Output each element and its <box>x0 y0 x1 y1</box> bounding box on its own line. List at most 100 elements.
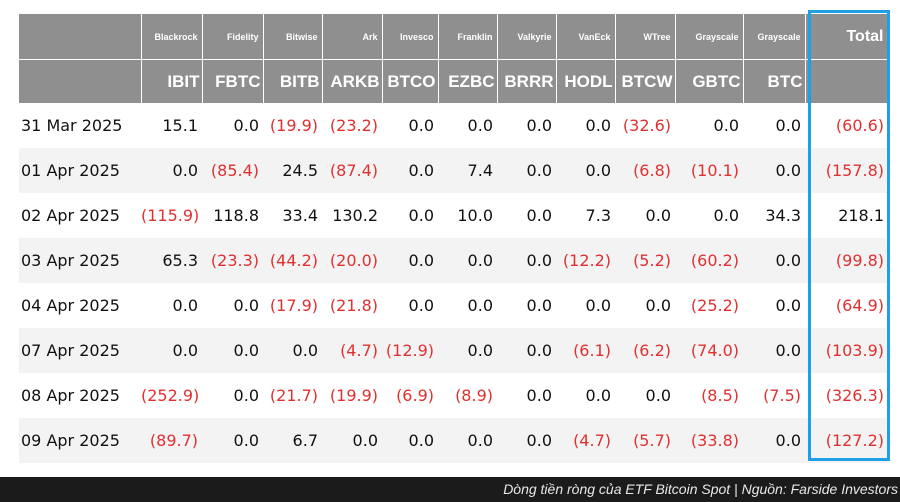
flow-cell: 0.0 <box>382 418 438 463</box>
row-date: 03 Apr 2025 <box>19 238 141 283</box>
ticker-header: IBIT <box>141 59 203 103</box>
flow-cell: 6.7 <box>263 418 322 463</box>
flow-cell: 15.1 <box>141 103 202 148</box>
ticker-header: EZBC <box>438 59 498 103</box>
flow-cell: (4.7) <box>556 418 615 463</box>
issuer-header: Valkyrie <box>497 14 557 60</box>
ticker-header: GBTC <box>675 59 744 103</box>
table-row: 02 Apr 2025 (115.9) 118.8 33.4 130.2 0.0… <box>19 193 888 238</box>
flow-cell: 0.0 <box>382 148 438 193</box>
table-row: 08 Apr 2025 (252.9) 0.0 (21.7) (19.9) (6… <box>19 373 888 418</box>
flow-cell: (32.6) <box>615 103 675 148</box>
table-row: 31 Mar 2025 15.1 0.0 (19.9) (23.2) 0.0 0… <box>19 103 888 148</box>
etf-flow-table-container: Blackrock Fidelity Bitwise Ark Invesco F… <box>19 14 889 463</box>
table-body: 31 Mar 2025 15.1 0.0 (19.9) (23.2) 0.0 0… <box>19 103 888 463</box>
flow-cell: 0.0 <box>382 103 438 148</box>
flow-cell: 0.0 <box>497 373 556 418</box>
row-date: 09 Apr 2025 <box>19 418 141 463</box>
flow-cell: (33.8) <box>675 418 743 463</box>
flow-cell: 24.5 <box>263 148 322 193</box>
flow-cell: (6.2) <box>615 328 675 373</box>
flow-cell: 0.0 <box>743 418 805 463</box>
row-date: 08 Apr 2025 <box>19 373 141 418</box>
ticker-header: BTC <box>743 59 806 103</box>
flow-cell: (8.9) <box>438 373 497 418</box>
total-cell: (103.9) <box>805 328 888 373</box>
flow-cell: (12.2) <box>556 238 615 283</box>
issuer-header: Bitwise <box>263 14 323 60</box>
flow-cell: 0.0 <box>675 193 743 238</box>
flow-cell: 0.0 <box>202 283 263 328</box>
total-cell: (60.6) <box>805 103 888 148</box>
flow-cell: 0.0 <box>743 148 805 193</box>
total-cell: 218.1 <box>805 193 888 238</box>
issuer-header: Fidelity <box>202 14 264 60</box>
flow-cell: (89.7) <box>141 418 202 463</box>
flow-cell: 0.0 <box>438 418 497 463</box>
flow-cell: 0.0 <box>382 283 438 328</box>
flow-cell: 130.2 <box>322 193 382 238</box>
flow-cell: (44.2) <box>263 238 322 283</box>
table-row: 04 Apr 2025 0.0 0.0 (17.9) (21.8) 0.0 0.… <box>19 283 888 328</box>
table-row: 03 Apr 2025 65.3 (23.3) (44.2) (20.0) 0.… <box>19 238 888 283</box>
flow-cell: 0.0 <box>202 373 263 418</box>
flow-cell: (4.7) <box>322 328 382 373</box>
flow-cell: 0.0 <box>263 328 322 373</box>
flow-cell: 7.3 <box>556 193 615 238</box>
issuer-header: Blackrock <box>141 14 203 60</box>
total-cell: (99.8) <box>805 238 888 283</box>
flow-cell: (8.5) <box>675 373 743 418</box>
flow-cell: 0.0 <box>615 283 675 328</box>
etf-flow-table: Blackrock Fidelity Bitwise Ark Invesco F… <box>19 14 889 463</box>
flow-cell: 0.0 <box>141 283 202 328</box>
issuer-header: Ark <box>322 14 383 60</box>
header-blank-cell <box>19 59 142 103</box>
flow-cell: 0.0 <box>438 238 497 283</box>
flow-cell: (23.2) <box>322 103 382 148</box>
ticker-header-blank <box>805 59 889 103</box>
flow-cell: (5.7) <box>615 418 675 463</box>
row-date: 01 Apr 2025 <box>19 148 141 193</box>
flow-cell: (17.9) <box>263 283 322 328</box>
row-date: 04 Apr 2025 <box>19 283 141 328</box>
issuer-header: Grayscale <box>675 14 744 60</box>
flow-cell: 118.8 <box>202 193 263 238</box>
ticker-header: BTCO <box>382 59 439 103</box>
flow-cell: (19.9) <box>263 103 322 148</box>
issuer-header: Grayscale <box>743 14 806 60</box>
flow-cell: (252.9) <box>141 373 202 418</box>
flow-cell: 65.3 <box>141 238 202 283</box>
flow-cell: 0.0 <box>556 283 615 328</box>
flow-cell: 0.0 <box>382 238 438 283</box>
flow-cell: (74.0) <box>675 328 743 373</box>
source-caption: Dòng tiền ròng của ETF Bitcoin Spot | Ng… <box>0 477 900 502</box>
ticker-header: BITB <box>263 59 323 103</box>
issuer-header: Franklin <box>438 14 498 60</box>
flow-cell: 0.0 <box>497 103 556 148</box>
ticker-header: HODL <box>556 59 616 103</box>
flow-cell: (85.4) <box>202 148 263 193</box>
table-row: 01 Apr 2025 0.0 (85.4) 24.5 (87.4) 0.0 7… <box>19 148 888 193</box>
flow-cell: (115.9) <box>141 193 202 238</box>
flow-cell: (6.1) <box>556 328 615 373</box>
flow-cell: 0.0 <box>202 418 263 463</box>
flow-cell: 0.0 <box>497 418 556 463</box>
flow-cell: (20.0) <box>322 238 382 283</box>
flow-cell: 0.0 <box>497 193 556 238</box>
flow-cell: 0.0 <box>615 373 675 418</box>
flow-cell: 0.0 <box>202 328 263 373</box>
flow-cell: 0.0 <box>743 283 805 328</box>
row-date: 07 Apr 2025 <box>19 328 141 373</box>
flow-cell: 0.0 <box>556 373 615 418</box>
flow-cell: (87.4) <box>322 148 382 193</box>
row-date: 31 Mar 2025 <box>19 103 141 148</box>
flow-cell: 0.0 <box>556 148 615 193</box>
flow-cell: 0.0 <box>497 328 556 373</box>
flow-cell: (21.8) <box>322 283 382 328</box>
ticker-header: BTCW <box>615 59 676 103</box>
flow-cell: 0.0 <box>497 283 556 328</box>
flow-cell: (7.5) <box>743 373 805 418</box>
flow-cell: 7.4 <box>438 148 497 193</box>
ticker-header: BRRR <box>497 59 557 103</box>
flow-cell: 0.0 <box>497 238 556 283</box>
